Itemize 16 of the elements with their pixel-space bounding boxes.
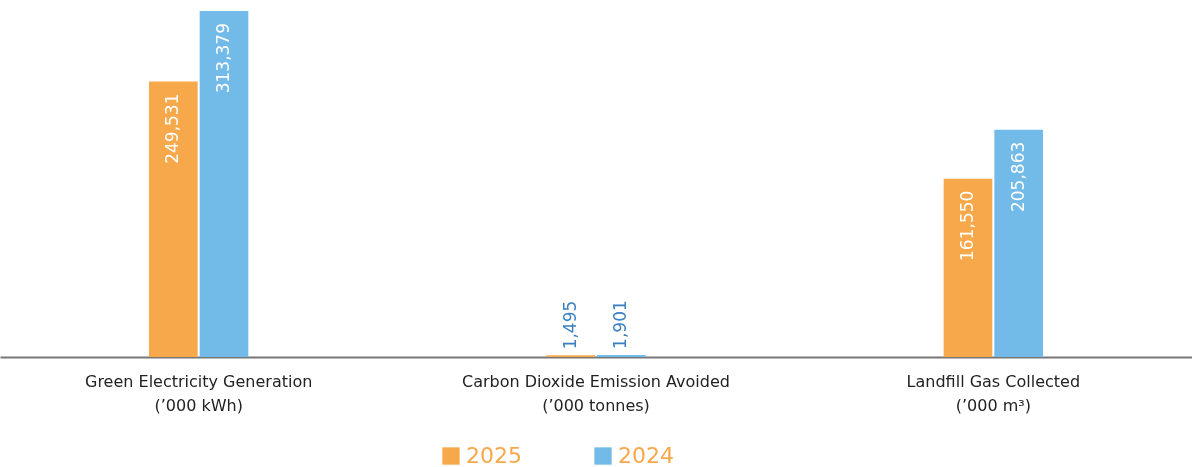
data-label: 161,550 [956, 190, 977, 261]
bar [994, 129, 1043, 357]
x-tick-label: Green Electricity Generation (’000 kWh) [84, 371, 313, 415]
legend-label: 2024 [618, 443, 674, 467]
data-label: 313,379 [213, 23, 234, 94]
bar [149, 81, 198, 357]
data-label: 205,863 [1007, 141, 1028, 213]
data-label: 1,901 [610, 300, 631, 349]
x-tick-label: Landfill Gas Collected (’000 m³) [906, 371, 1081, 415]
bar [597, 354, 646, 357]
bar [943, 178, 993, 357]
legend-label: 2025 [466, 443, 522, 467]
x-tick-label: Carbon Dioxide Emission Avoided (’000 tonnes) [462, 371, 730, 415]
data-label: 1,495 [559, 300, 580, 350]
data-label: 249,531 [162, 93, 183, 164]
bar [199, 11, 249, 357]
